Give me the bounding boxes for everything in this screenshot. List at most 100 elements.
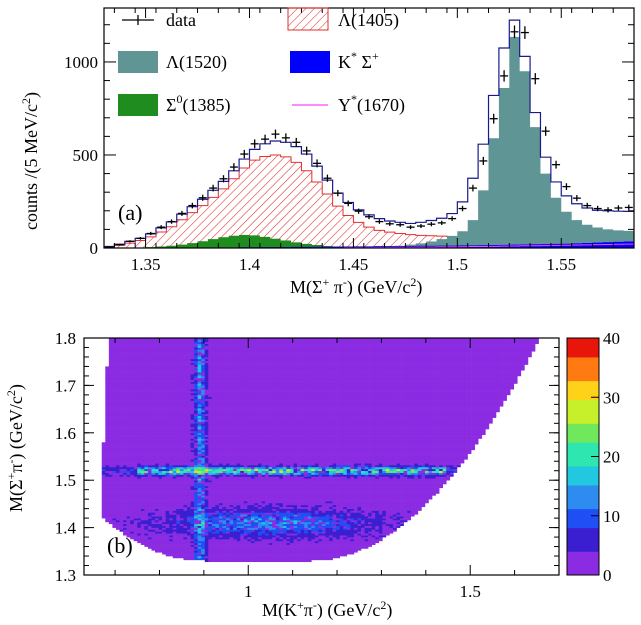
heatmap-cell	[119, 349, 124, 352]
heatmap-cell	[204, 468, 209, 472]
heatmap-cell	[126, 400, 131, 403]
heatmap-cell	[140, 421, 145, 424]
heatmap-cell	[172, 366, 177, 369]
heatmap-cell	[176, 444, 181, 447]
heatmap-cell	[211, 542, 216, 545]
heatmap-cell	[215, 427, 220, 430]
heatmap-cell	[218, 480, 223, 483]
heatmap-cell	[218, 358, 223, 362]
heatmap-cell	[240, 421, 245, 424]
heatmap-cell	[211, 411, 216, 415]
heatmap-cell	[201, 554, 206, 557]
heatmap-cell	[165, 370, 170, 373]
y-tick-label: 0	[90, 239, 99, 258]
heatmap-cell	[112, 493, 117, 496]
heatmap-cell	[215, 421, 220, 424]
heatmap-cell	[201, 427, 206, 430]
heatmap-cell	[147, 413, 152, 417]
heatmap-cell	[211, 400, 216, 403]
heatmap-cell	[211, 364, 216, 367]
heatmap-cell	[123, 400, 127, 403]
heatmap-cell	[165, 529, 170, 532]
heatmap-cell	[240, 396, 245, 399]
heatmap-cell	[229, 413, 234, 417]
heatmap-cell	[233, 404, 238, 407]
heatmap-cell	[211, 516, 216, 519]
legend-label: Λ(1520)	[166, 52, 227, 73]
heatmap-cell	[126, 368, 131, 371]
heatmap-cell	[236, 411, 241, 415]
heatmap-cell	[215, 408, 220, 411]
heatmap-cell	[105, 451, 110, 454]
heatmap-cell	[243, 339, 248, 343]
heatmap-cell	[130, 402, 135, 405]
heatmap-cell	[194, 413, 198, 417]
heatmap-cell	[215, 523, 220, 527]
heatmap-cell	[137, 472, 142, 475]
heatmap-cell	[201, 451, 206, 454]
heatmap-cell	[137, 374, 142, 377]
heatmap-cell	[144, 358, 149, 362]
heatmap-cell	[165, 463, 170, 466]
heatmap-cell	[208, 502, 213, 506]
heatmap-cell	[137, 396, 142, 399]
heatmap-cell	[243, 461, 248, 464]
heatmap-cell	[197, 495, 202, 498]
heatmap-cell	[229, 512, 234, 515]
heatmap-cell	[186, 461, 191, 464]
heatmap-cell	[162, 444, 166, 447]
heatmap-cell	[130, 478, 135, 481]
heatmap-cell	[226, 379, 230, 382]
heatmap-cell	[236, 463, 241, 466]
heatmap-cell	[133, 404, 138, 407]
heatmap-cell	[169, 372, 174, 375]
heatmap-cell	[222, 527, 227, 530]
heatmap-cell	[233, 476, 238, 479]
heatmap-cell	[105, 400, 110, 403]
heatmap-cell	[190, 506, 195, 509]
heatmap-cell	[229, 516, 234, 519]
heatmap-cell	[226, 383, 230, 386]
heatmap-cell	[147, 353, 152, 356]
heatmap-cell	[236, 364, 241, 367]
heatmap-cell	[119, 451, 124, 454]
heatmap-cell	[240, 520, 245, 523]
heatmap-cell	[162, 529, 166, 532]
heatmap-cell	[172, 491, 177, 494]
heatmap-cell	[197, 372, 202, 375]
heatmap-cell	[179, 497, 184, 500]
heatmap-cell	[105, 432, 110, 435]
heatmap-cell	[176, 525, 181, 528]
heatmap-cell	[211, 413, 216, 417]
heatmap-cell	[211, 544, 216, 547]
heatmap-cell	[243, 525, 248, 528]
heatmap-cell	[140, 360, 145, 363]
heatmap-cell	[119, 356, 124, 360]
heatmap-cell	[222, 487, 227, 490]
heatmap-cell	[108, 392, 113, 396]
heatmap-cell	[176, 455, 181, 458]
heatmap-cell	[151, 501, 156, 504]
heatmap-cell	[194, 374, 198, 377]
heatmap-cell	[204, 436, 209, 439]
heatmap-cell	[186, 542, 191, 545]
heatmap-cell	[197, 383, 202, 386]
heatmap-cell	[147, 358, 152, 362]
heatmap-cell	[208, 391, 213, 394]
heatmap-cell	[229, 398, 234, 401]
heatmap-cell	[179, 432, 184, 435]
heatmap-cell	[165, 444, 170, 447]
heatmap-cell	[247, 544, 252, 547]
heatmap-cell	[211, 540, 216, 544]
heatmap-cell	[115, 499, 120, 502]
heatmap-cell	[176, 343, 181, 346]
heatmap-cell	[147, 508, 152, 511]
heatmap-cell	[186, 495, 191, 498]
heatmap-cell	[183, 485, 188, 489]
heatmap-cell	[240, 510, 245, 513]
heatmap-cell	[123, 480, 127, 483]
heatmap-cell	[115, 502, 120, 506]
heatmap-cell	[126, 339, 131, 343]
heatmap-cell	[218, 485, 223, 489]
heatmap-cell	[211, 554, 216, 557]
